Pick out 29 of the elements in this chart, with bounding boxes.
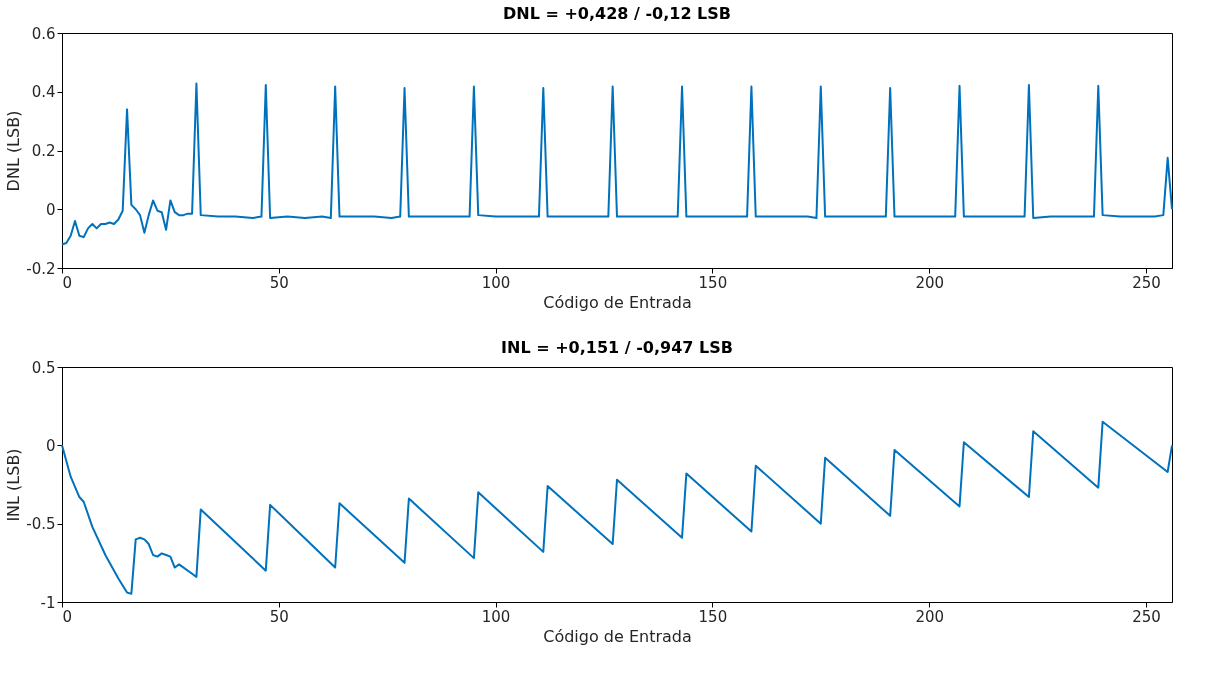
y-tick-label: -1	[40, 593, 56, 612]
x-axis-title: Código de Entrada	[543, 626, 692, 646]
x-tick-label: 0	[62, 273, 73, 292]
x-tick-label: 150	[698, 607, 728, 626]
x-tick-label: 250	[1132, 273, 1161, 292]
x-tick-label: 200	[915, 607, 945, 626]
x-tick-label: 200	[915, 273, 945, 292]
y-axis-title: DNL (LSB)	[4, 110, 24, 192]
line-series	[61, 420, 1173, 595]
line-series	[61, 82, 1173, 246]
y-tick-label: 0.6	[31, 24, 56, 43]
y-axis-title: INL (LSB)	[4, 448, 24, 522]
x-axis-title: Código de Entrada	[543, 292, 692, 312]
y-tick-label: -0.2	[26, 259, 56, 278]
x-tick-label: 0	[62, 607, 73, 626]
x-tick-label: 100	[481, 607, 511, 626]
y-tick-label: 0.4	[31, 83, 56, 102]
x-tick-label: 50	[269, 273, 289, 292]
x-tick-label: 150	[698, 273, 728, 292]
x-tick-label: 250	[1132, 607, 1161, 626]
chart-title: DNL = +0,428 / -0,12 LSB	[502, 4, 732, 23]
y-tick-label: 0.2	[31, 142, 56, 160]
x-tick-label: 100	[481, 273, 511, 292]
y-tick-label: -0.5	[26, 515, 56, 534]
y-tick-label: 0.5	[31, 358, 56, 377]
x-tick-label: 50	[269, 607, 289, 626]
y-tick-label: 0	[45, 200, 56, 219]
chart-title: INL = +0,151 / -0,947 LSB	[501, 338, 733, 357]
y-tick-label: 0	[45, 436, 56, 455]
